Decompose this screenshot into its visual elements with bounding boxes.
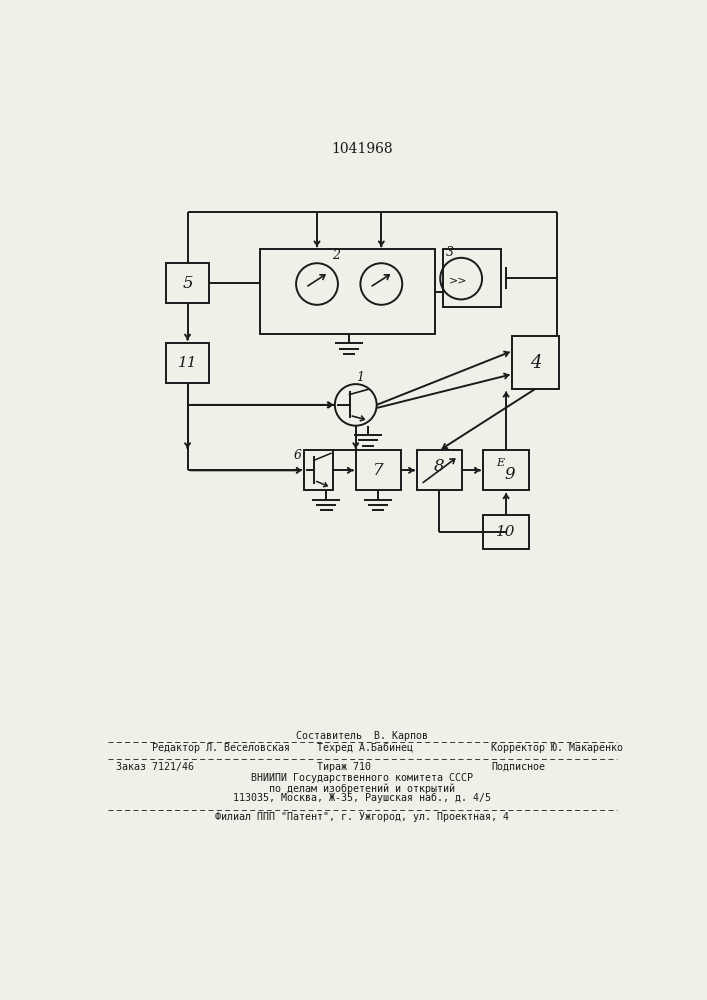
Text: Подписное: Подписное bbox=[491, 762, 545, 772]
Bar bbox=[304, 450, 333, 490]
Text: ВНИИПИ Государственного комитета СССР: ВНИИПИ Государственного комитета СССР bbox=[251, 773, 473, 783]
Text: по делам изобретений и открытий: по делам изобретений и открытий bbox=[269, 783, 455, 794]
Text: 2: 2 bbox=[332, 249, 340, 262]
Text: Корректор Ю. Макаренко: Корректор Ю. Макаренко bbox=[491, 743, 624, 753]
Text: 1: 1 bbox=[356, 371, 363, 384]
Bar bbox=[443, 249, 501, 307]
Text: 8: 8 bbox=[434, 458, 445, 475]
Text: Филиал ППП "Патент", г. Ужгород, ул. Проектная, 4: Филиал ППП "Патент", г. Ужгород, ул. Про… bbox=[215, 812, 509, 822]
Bar bbox=[417, 450, 462, 490]
Text: >>: >> bbox=[449, 275, 467, 285]
Text: 10: 10 bbox=[496, 525, 516, 539]
Text: 3: 3 bbox=[445, 246, 453, 259]
Text: Техред А.Бабинец: Техред А.Бабинец bbox=[317, 743, 413, 753]
Bar bbox=[166, 343, 209, 383]
Text: 1041968: 1041968 bbox=[331, 142, 393, 156]
Text: 7: 7 bbox=[373, 462, 383, 479]
Text: 113035, Москва, Ж-35, Раушская наб., д. 4/5: 113035, Москва, Ж-35, Раушская наб., д. … bbox=[233, 793, 491, 803]
Bar bbox=[513, 336, 559, 389]
Bar bbox=[483, 450, 530, 490]
Text: 4: 4 bbox=[530, 354, 542, 372]
Bar bbox=[166, 263, 209, 303]
Text: Составитель  В. Карпов: Составитель В. Карпов bbox=[296, 731, 428, 741]
Text: Редактор Л. Веселовская: Редактор Л. Веселовская bbox=[152, 743, 290, 753]
Bar bbox=[260, 249, 435, 334]
Text: E: E bbox=[496, 458, 504, 468]
Text: 5: 5 bbox=[182, 275, 193, 292]
Text: 9: 9 bbox=[505, 466, 515, 483]
Text: Тираж 710: Тираж 710 bbox=[317, 762, 371, 772]
Text: Заказ 7121/46: Заказ 7121/46 bbox=[115, 762, 194, 772]
Bar bbox=[483, 515, 530, 549]
Text: 6: 6 bbox=[293, 449, 302, 462]
Bar bbox=[356, 450, 401, 490]
Text: 11: 11 bbox=[178, 356, 197, 370]
